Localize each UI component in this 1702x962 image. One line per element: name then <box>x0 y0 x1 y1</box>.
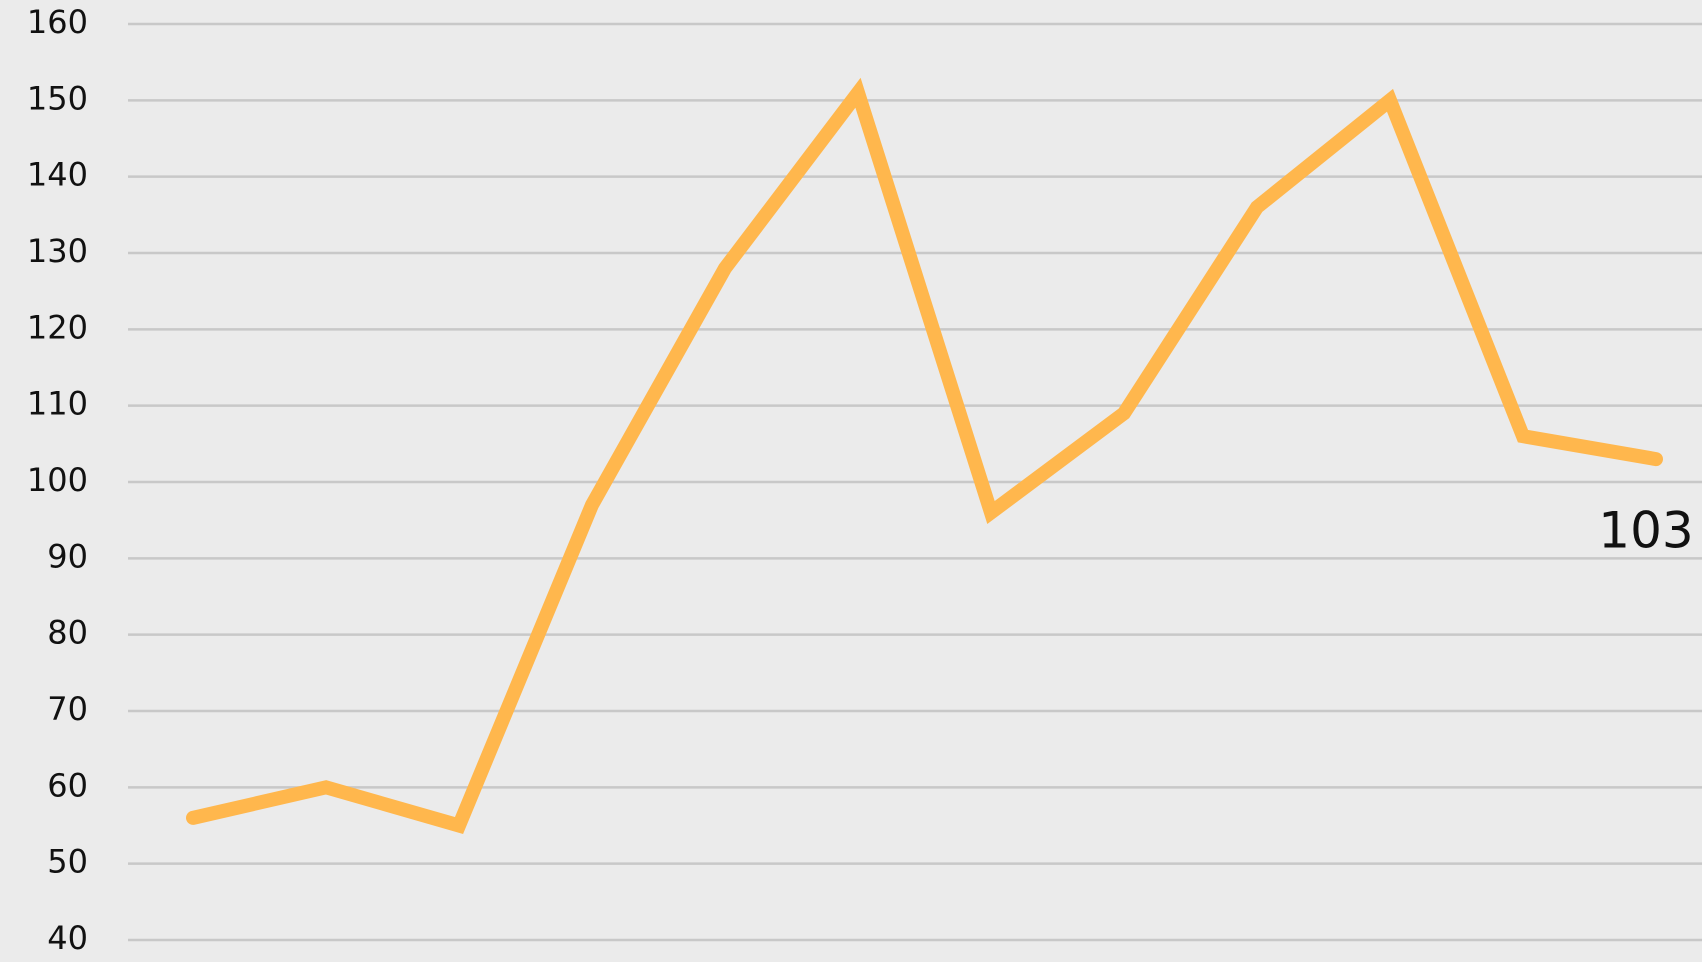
y-tick-label: 150 <box>27 79 88 117</box>
y-tick-label: 140 <box>27 156 88 194</box>
y-tick-label: 110 <box>27 385 88 423</box>
line <box>186 77 1663 834</box>
y-tick-label: 70 <box>47 690 88 728</box>
y-tick-label: 90 <box>47 537 88 575</box>
y-tick-label: 120 <box>27 308 88 346</box>
y-tick-label: 40 <box>47 919 88 957</box>
y-tick-label: 50 <box>47 843 88 881</box>
y-tick-label: 60 <box>47 766 88 804</box>
y-tick-label: 130 <box>27 232 88 270</box>
y-tick-label: 100 <box>27 461 88 499</box>
value-label: 103 <box>1598 502 1693 560</box>
y-tick-label: 160 <box>27 3 88 41</box>
y-tick-label: 80 <box>47 614 88 652</box>
